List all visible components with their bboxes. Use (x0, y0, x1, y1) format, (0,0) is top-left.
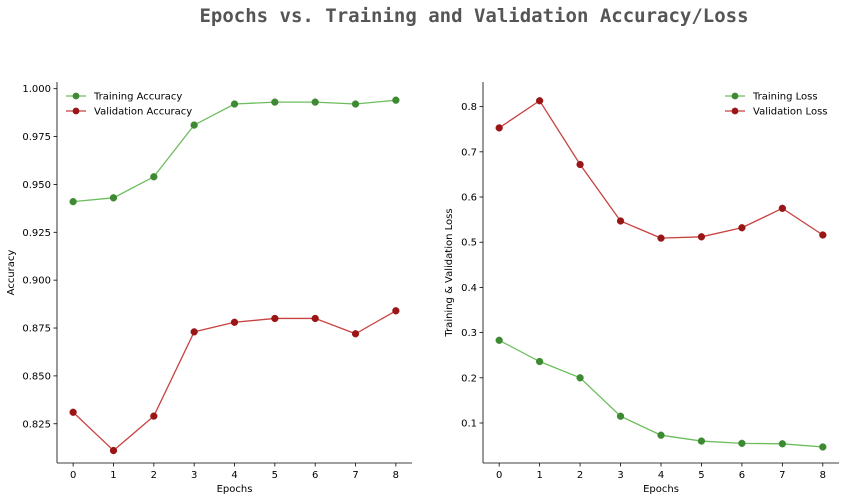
training-loss-point (778, 440, 787, 448)
training-loss-line (498, 339, 823, 448)
validation-accuracy-point (150, 412, 158, 420)
validation-accuracy-point (311, 314, 319, 323)
x-tick-label: 7 (352, 470, 358, 481)
validation-loss-point (657, 234, 665, 242)
legend-marker (72, 92, 80, 100)
x-tick-label: 1 (536, 470, 542, 481)
x-tick-label: 8 (820, 470, 826, 481)
validation-loss-point (616, 217, 625, 225)
figure-title: Epochs vs. Training and Validation Accur… (199, 5, 748, 27)
x-tick-label: 2 (151, 470, 157, 481)
x-tick-label: 6 (739, 470, 745, 481)
training-loss-point (819, 443, 827, 451)
validation-loss-line (498, 99, 824, 239)
x-tick-label: 0 (70, 470, 76, 481)
y-tick-label: 0.5 (461, 238, 477, 249)
y-tick-label: 0.975 (22, 132, 51, 143)
y-tick-label: 0.925 (22, 228, 51, 239)
y-tick-label: 0.900 (22, 276, 51, 287)
training-loss-point (657, 431, 665, 439)
training-accuracy-point (230, 100, 239, 108)
training-accuracy-point (190, 121, 198, 129)
validation-accuracy-point (109, 446, 118, 455)
validation-accuracy-point (271, 314, 279, 323)
validation-loss-point (697, 233, 706, 241)
legend-marker (731, 107, 739, 115)
validation-accuracy-point (69, 408, 77, 416)
validation-loss-point (535, 97, 544, 105)
y-tick-label: 0.3 (461, 328, 477, 339)
validation-loss-point (738, 224, 746, 232)
training-accuracy-point (311, 98, 319, 106)
y-tick-label: 0.875 (22, 324, 51, 335)
x-tick-label: 4 (231, 470, 237, 481)
validation-loss-point (576, 160, 584, 169)
legend: Training Accuracy Validation Accuracy (66, 92, 192, 118)
training-loss-point (616, 412, 625, 420)
validation-loss-point (778, 204, 787, 212)
validation-accuracy-point (230, 318, 239, 326)
x-tick-label: 4 (658, 470, 664, 481)
training-accuracy-point (69, 198, 77, 206)
validation-accuracy-point (351, 330, 360, 338)
x-tick-label: 6 (312, 470, 318, 481)
legend: Training Loss Validation Loss (725, 92, 828, 118)
validation-accuracy-point (190, 328, 198, 336)
y-tick-label: 0.1 (461, 419, 477, 430)
y-tick-label: 0.850 (22, 371, 51, 382)
x-tick-label: 3 (617, 470, 623, 481)
training-accuracy-point (392, 96, 400, 104)
loss-chart: 0 1 2 3 4 5 6 7 8 0.1 0.2 0.3 0.4 0.5 0.6 0.7 0.8 Epochs T… (444, 82, 839, 495)
x-tick-label: 2 (577, 470, 583, 481)
x-axis-label: Epochs (217, 484, 253, 495)
x-axis-label: Epochs (643, 484, 679, 495)
training-loss-point (738, 439, 746, 447)
y-tick-label: 0.4 (461, 283, 477, 294)
x-tick-label: 5 (272, 470, 278, 481)
legend-label: Training Loss (752, 92, 818, 103)
legend-label: Validation Loss (753, 107, 828, 118)
legend-marker (72, 107, 80, 115)
training-loss-point (495, 336, 503, 344)
validation-loss-point (495, 124, 503, 132)
y-axis-label: Accuracy (6, 250, 17, 296)
y-axis-label: Training & Validation Loss (444, 208, 455, 337)
training-loss-point (535, 357, 544, 366)
training-accuracy-point (271, 98, 279, 106)
x-tick-label: 1 (110, 470, 116, 481)
x-tick-label: 3 (191, 470, 197, 481)
training-accuracy-point (150, 173, 158, 181)
x-tick-label: 7 (779, 470, 785, 481)
x-tick-label: 8 (393, 470, 399, 481)
validation-accuracy-point (392, 307, 400, 315)
training-accuracy-point (351, 100, 360, 108)
validation-accuracy-line (72, 310, 397, 452)
y-tick-label: 0.950 (22, 180, 51, 191)
y-tick-label: 0.825 (22, 419, 51, 430)
validation-loss-point (819, 231, 827, 239)
legend-marker (731, 92, 739, 100)
training-accuracy-point (109, 194, 118, 202)
training-loss-point (697, 437, 706, 445)
y-tick-label: 0.7 (461, 147, 477, 158)
x-tick-label: 5 (698, 470, 704, 481)
y-tick-label: 0.2 (461, 373, 477, 384)
training-loss-point (576, 374, 584, 382)
y-tick-label: 0.6 (461, 193, 477, 204)
legend-label: Training Accuracy (93, 92, 182, 103)
accuracy-chart: 0 1 2 3 4 5 6 7 8 0.825 0.850 0.875 0.900 0.925 0.950 0… (6, 82, 412, 495)
y-tick-label: 0.8 (461, 102, 477, 113)
x-tick-label: 0 (496, 470, 502, 481)
legend-label: Validation Accuracy (94, 107, 192, 118)
y-tick-label: 1.000 (22, 84, 51, 95)
